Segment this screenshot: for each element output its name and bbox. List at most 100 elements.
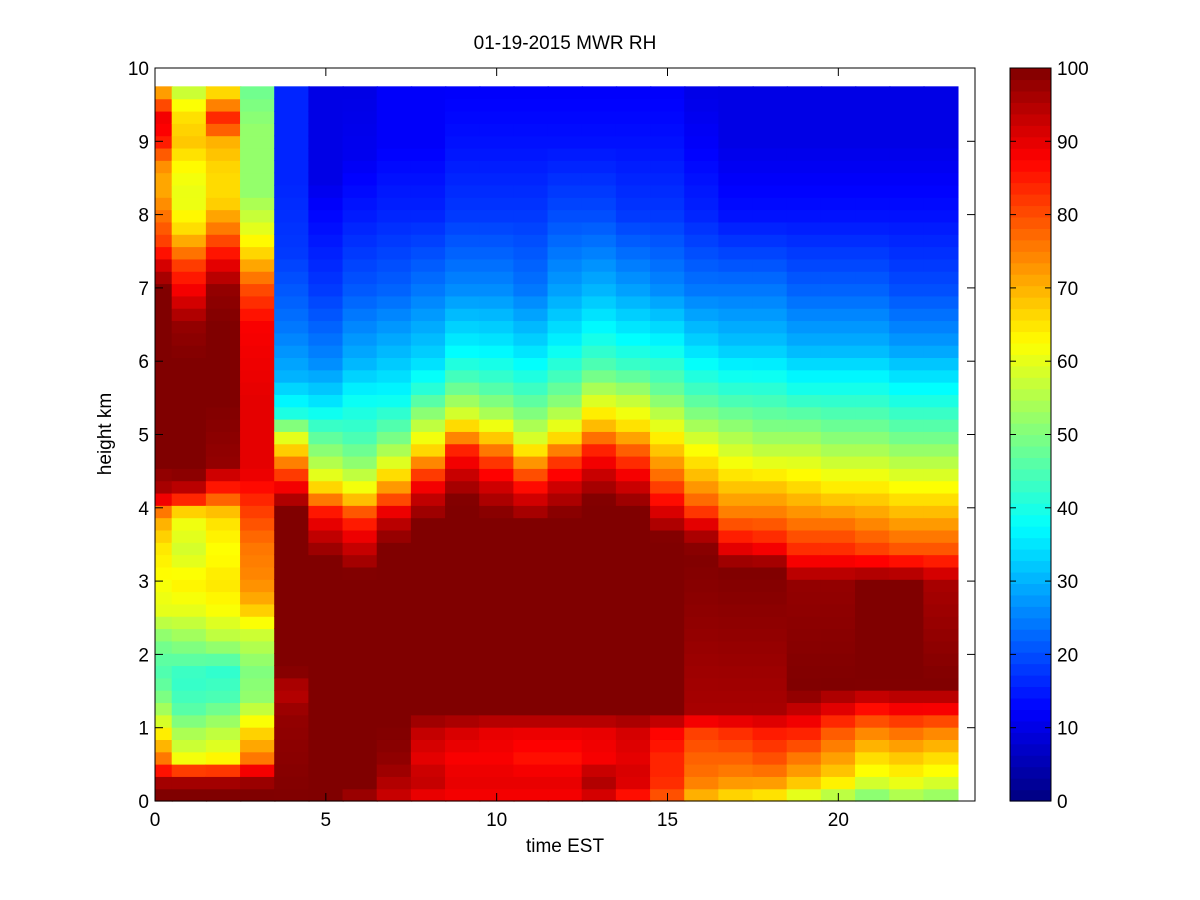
heatmap-cell (308, 258, 344, 272)
x-tick-label: 15 (657, 810, 678, 831)
heatmap-cell (240, 369, 276, 383)
heatmap-cell (923, 394, 959, 408)
heatmap-cell (240, 616, 276, 630)
colorbar-step (1010, 594, 1051, 607)
heatmap-cell (855, 579, 891, 593)
y-tick-label: 3 (138, 572, 149, 593)
heatmap-cell (615, 739, 652, 753)
heatmap-cell (308, 517, 344, 531)
heatmap-cell (855, 665, 891, 679)
heatmap-cell (923, 271, 959, 285)
heatmap-cell (274, 702, 310, 716)
heatmap-cell (615, 776, 652, 790)
heatmap-cell (547, 492, 584, 506)
heatmap-cell (479, 455, 515, 469)
heatmap-cell (376, 505, 413, 519)
heatmap-cell (889, 739, 925, 753)
heatmap-cell (889, 295, 925, 309)
heatmap-cell (308, 110, 344, 124)
heatmap-cell (889, 788, 925, 802)
heatmap-cell (308, 468, 344, 482)
heatmap-cell (376, 172, 413, 186)
heatmap-cell (308, 221, 344, 235)
heatmap-cell (205, 468, 242, 482)
heatmap-cell (410, 86, 447, 100)
heatmap-cell (445, 320, 481, 334)
heatmap-cell (410, 308, 447, 322)
heatmap-cell (376, 369, 413, 383)
heatmap-cell (650, 419, 686, 432)
heatmap-cell (240, 184, 276, 198)
x-tick-label: 20 (828, 810, 849, 831)
heatmap-cell (615, 751, 652, 765)
heatmap-cell (889, 505, 925, 519)
heatmap-cell (274, 320, 310, 334)
heatmap-cell (376, 603, 413, 617)
heatmap-cell (547, 123, 584, 137)
heatmap-cell (410, 419, 447, 432)
heatmap-cell (155, 455, 174, 469)
heatmap-cell (342, 345, 379, 359)
heatmap-cell (274, 209, 310, 223)
heatmap-cell (274, 431, 310, 445)
heatmap-cell (513, 357, 549, 371)
heatmap-cell (240, 406, 276, 420)
heatmap-cell (376, 764, 413, 777)
heatmap-cell (581, 566, 618, 580)
heatmap-cell (308, 727, 344, 740)
heatmap-cell (479, 406, 515, 420)
heatmap-cell (171, 110, 208, 124)
heatmap-cell (479, 554, 515, 568)
heatmap-cell (547, 308, 584, 322)
heatmap-cell (855, 98, 891, 112)
heatmap-cell (923, 739, 959, 753)
heatmap-cell (240, 727, 276, 740)
heatmap-cell (274, 135, 310, 149)
heatmap-cell (820, 739, 857, 753)
heatmap-cell (171, 727, 208, 740)
heatmap-cell (581, 345, 618, 359)
heatmap-cell (889, 357, 925, 371)
heatmap-cell (615, 554, 652, 568)
heatmap-cell (547, 764, 584, 777)
heatmap-cell (376, 110, 413, 124)
heatmap-cell (155, 542, 174, 556)
heatmap-cell (889, 419, 925, 432)
heatmap-cell (820, 357, 857, 371)
heatmap-cell (342, 751, 379, 765)
heatmap-cell (205, 579, 242, 593)
heatmap-cell (479, 147, 515, 161)
heatmap-cell (342, 468, 379, 482)
y-tick-label: 1 (138, 719, 149, 740)
heatmap-cell (155, 677, 174, 691)
heatmap-cell (820, 172, 857, 186)
heatmap-cell (205, 246, 242, 260)
heatmap-cell (479, 209, 515, 223)
heatmap-cell (274, 172, 310, 186)
heatmap-cell (171, 184, 208, 198)
colorbar-step (1010, 388, 1051, 401)
heatmap-cell (171, 653, 208, 667)
colorbar-step (1010, 148, 1051, 161)
heatmap-cell (445, 258, 481, 272)
heatmap-cell (581, 357, 618, 371)
heatmap-cell (547, 665, 584, 679)
heatmap-cell (376, 308, 413, 322)
colorbar-step (1010, 102, 1051, 115)
heatmap-cell (410, 455, 447, 469)
heatmap-cell (752, 616, 789, 630)
heatmap-cell (274, 653, 310, 667)
heatmap-cell (547, 554, 584, 568)
heatmap-cell (650, 529, 686, 543)
heatmap-cell (889, 480, 925, 494)
heatmap-cell (786, 468, 823, 482)
heatmap-cell (650, 727, 686, 740)
heatmap-cell (889, 579, 925, 593)
heatmap-cell (274, 616, 310, 630)
heatmap-cell (240, 579, 276, 593)
heatmap-cell (855, 394, 891, 408)
colorbar-step (1010, 205, 1051, 218)
heatmap-cell (650, 86, 686, 100)
heatmap-cell (820, 677, 857, 691)
heatmap-cell (581, 714, 618, 728)
